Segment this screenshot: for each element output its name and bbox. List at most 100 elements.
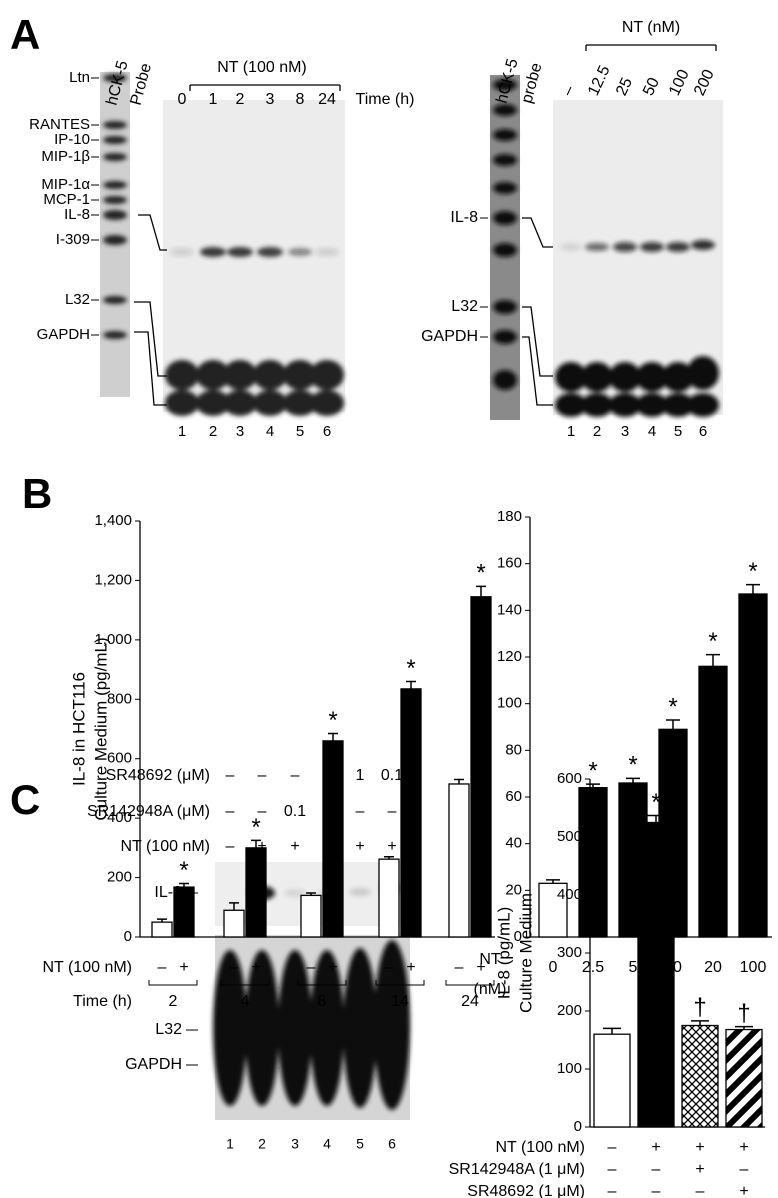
x-tick-label: 0: [549, 959, 558, 976]
y-tick-label: 100: [497, 695, 522, 712]
error-bar: [476, 585, 486, 597]
x-tick-label: 4: [241, 993, 250, 1010]
bar: [578, 787, 608, 938]
group-bracket: [375, 980, 425, 986]
condition-label: 200: [691, 67, 718, 98]
lane-number: 1: [567, 423, 575, 440]
error-bar: [746, 583, 760, 594]
lane-number: 5: [674, 423, 682, 440]
y-axis-label: Culture Medium (pg/mL): [91, 637, 110, 820]
row-cell: –: [258, 767, 267, 784]
panel-label: B: [22, 470, 52, 517]
x-axis-label: NT: [479, 951, 501, 968]
x-tick-label: 24: [461, 993, 479, 1010]
y-tick-label: 200: [107, 869, 132, 886]
error-bar: [157, 918, 167, 923]
significance-marker: *: [251, 814, 260, 841]
condition-label: 3: [266, 91, 275, 108]
bar: [223, 909, 245, 938]
marker-label: I-309: [56, 231, 90, 248]
significance-marker: †: [693, 994, 706, 1021]
error-bar: [691, 1020, 709, 1026]
y-tick-label: 60: [505, 788, 522, 805]
series-sign: –: [307, 959, 316, 976]
series-sign: –: [230, 959, 239, 976]
lane-number: 3: [621, 423, 629, 440]
marker-label: Ltn: [69, 69, 90, 86]
y-tick-label: 400: [557, 886, 582, 903]
marker-label: MIP-1α: [41, 176, 90, 193]
row-cell: +: [739, 1139, 748, 1156]
series-sign: –: [455, 959, 464, 976]
row-cell: 0.1: [381, 767, 403, 784]
marker-label: IP-10: [54, 131, 90, 148]
significance-marker: *: [748, 558, 757, 585]
bar: [681, 1024, 719, 1128]
lane-number: 5: [296, 423, 304, 440]
y-tick-label: 120: [497, 648, 522, 665]
row-label: SR48692 (μM): [106, 767, 210, 784]
bar: [151, 921, 173, 938]
row-cell: –: [226, 767, 235, 784]
gel-time-image: [100, 72, 345, 416]
bar: [300, 894, 322, 938]
row-cell: +: [257, 838, 266, 855]
y-tick-label: 0: [124, 928, 132, 945]
condition-label: 50: [640, 75, 663, 98]
y-tick-label: 100: [557, 1060, 582, 1077]
marker-label: MIP-1β: [41, 148, 90, 165]
y-tick-label: 800: [107, 690, 132, 707]
lane-number: 5: [356, 1136, 364, 1152]
error-bar: [546, 879, 560, 884]
row-cell: –: [652, 1161, 661, 1178]
row-cell: –: [696, 1183, 705, 1198]
row-cell: –: [291, 767, 300, 784]
row-cell: –: [226, 838, 235, 855]
significance-marker: *: [406, 655, 415, 682]
error-bar: [603, 1027, 621, 1035]
marker-label: L32: [65, 291, 90, 308]
lane-number: 2: [258, 1136, 266, 1152]
marker-label: L32: [451, 298, 478, 315]
lane-number: 2: [209, 423, 217, 440]
row-cell: –: [608, 1183, 617, 1198]
y-tick-label: 80: [505, 741, 522, 758]
x-tick-label: 5: [629, 959, 638, 976]
error-bar: [406, 680, 416, 689]
marker-label: RANTES: [29, 116, 90, 133]
significance-marker: *: [651, 789, 660, 816]
condition-label: 25: [613, 75, 636, 98]
lane-number: 6: [699, 423, 707, 440]
lane-number: 4: [266, 423, 274, 440]
panel-label: C: [10, 776, 40, 823]
lane-number: 1: [226, 1136, 234, 1152]
y-tick-label: 600: [557, 770, 582, 787]
row-cell: +: [695, 1139, 704, 1156]
significance-marker: *: [708, 628, 717, 655]
error-bar: [735, 1025, 753, 1030]
lane-number: 4: [323, 1136, 331, 1152]
x-tick-label: 20: [704, 959, 722, 976]
lane-number: 1: [178, 423, 186, 440]
bar: [538, 882, 568, 938]
lane-header: probe: [519, 61, 546, 105]
significance-marker: †: [737, 1000, 750, 1027]
y-tick-label: 0: [514, 928, 522, 945]
error-bar: [251, 839, 261, 848]
group-bracket: [297, 980, 347, 986]
bar: [400, 688, 422, 938]
marker-label: IL-8: [64, 206, 90, 223]
error-bar: [706, 653, 720, 667]
x-tick-label: 2.5: [582, 959, 604, 976]
error-bar: [454, 778, 464, 784]
y-tick-label: 1,000: [94, 631, 132, 648]
bar: [173, 886, 195, 938]
lane-number: 2: [593, 423, 601, 440]
significance-marker: *: [179, 857, 188, 884]
series-sign: +: [406, 959, 415, 976]
bar: [593, 1033, 631, 1128]
row-label: SR142948A (μM): [87, 803, 210, 820]
error-bar: [328, 732, 338, 741]
lane-number: 6: [388, 1136, 396, 1152]
marker-label: GAPDH: [421, 328, 478, 345]
